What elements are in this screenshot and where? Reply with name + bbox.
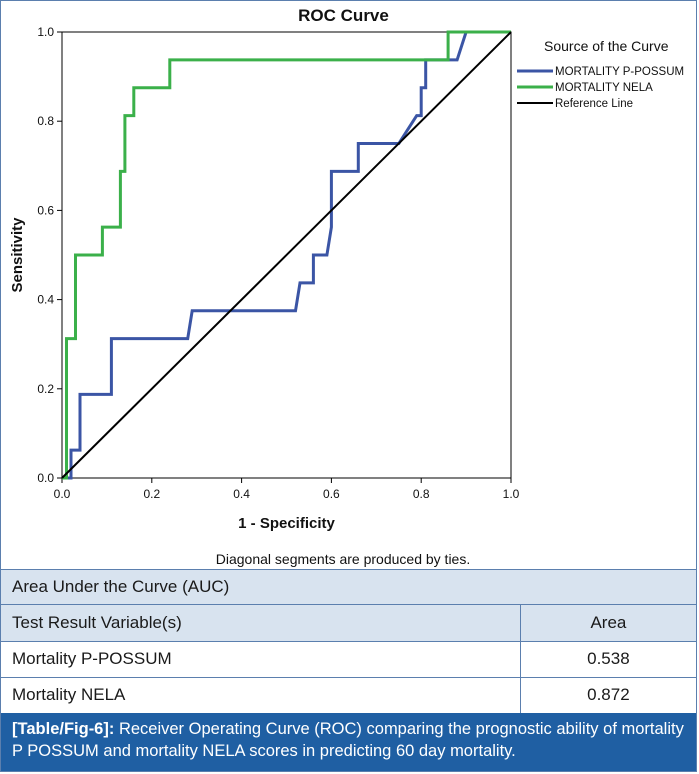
auc-area-cell: 0.538 (519, 641, 696, 678)
y-axis-label: Sensitivity (9, 217, 26, 293)
x-tick-label: 0.8 (413, 487, 430, 501)
x-tick-label: 0.6 (323, 487, 340, 501)
caption-text: Receiver Operating Curve (ROC) comparing… (12, 720, 684, 760)
y-tick-label: 0.4 (37, 293, 54, 307)
x-tick-label: 0.2 (143, 487, 160, 501)
chart-title: ROC Curve (298, 6, 389, 25)
auc-header-row: Test Result Variable(s) Area (1, 605, 696, 642)
mortality-nela-line (62, 30, 511, 480)
legend-label: MORTALITY NELA (555, 82, 653, 94)
caption-label: [Table/Fig-6]: (12, 720, 115, 738)
auc-area-cell: 0.872 (519, 677, 696, 714)
x-axis-label: 1 - Specificity (238, 515, 335, 532)
y-tick-label: 1.0 (37, 25, 54, 39)
x-tick-label: 1.0 (503, 487, 520, 501)
x-tick-label: 0.0 (54, 487, 71, 501)
roc-chart: 0.0 0.2 0.4 0.6 0.8 1.0 0.0 0.2 0.4 0.6 0.8 1.0 ROC … (1, 1, 696, 568)
legend-label: Reference Line (555, 98, 633, 110)
legend-title: Source of the Curve (544, 38, 669, 54)
reference-line-line (61, 31, 512, 479)
table-row: Mortality NELA 0.872 (1, 677, 696, 714)
auc-title: Area Under the Curve (AUC) (1, 569, 696, 605)
chart-footnote: Diagonal segments are produced by ties. (216, 551, 470, 567)
auc-header-variable: Test Result Variable(s) (1, 605, 521, 642)
auc-header-area: Area (519, 605, 696, 642)
mortality-p-possum-line (62, 30, 511, 480)
y-tick-label: 0.2 (37, 382, 54, 396)
figure-caption: [Table/Fig-6]: Receiver Operating Curve … (1, 713, 696, 771)
x-tick-label: 0.4 (233, 487, 250, 501)
y-tick-label: 0.0 (37, 471, 54, 485)
auc-variable-cell: Mortality NELA (1, 677, 521, 714)
table-row: Mortality P-POSSUM 0.538 (1, 641, 696, 678)
auc-table: Test Result Variable(s) Area Mortality P… (1, 605, 696, 714)
roc-chart-svg: 0.0 0.2 0.4 0.6 0.8 1.0 0.0 0.2 0.4 0.6 0.8 1.0 ROC … (9, 6, 684, 567)
legend-label: MORTALITY P-POSSUM (555, 66, 684, 78)
auc-variable-cell: Mortality P-POSSUM (1, 641, 521, 678)
y-tick-label: 0.8 (37, 114, 54, 128)
y-tick-label: 0.6 (37, 203, 54, 217)
